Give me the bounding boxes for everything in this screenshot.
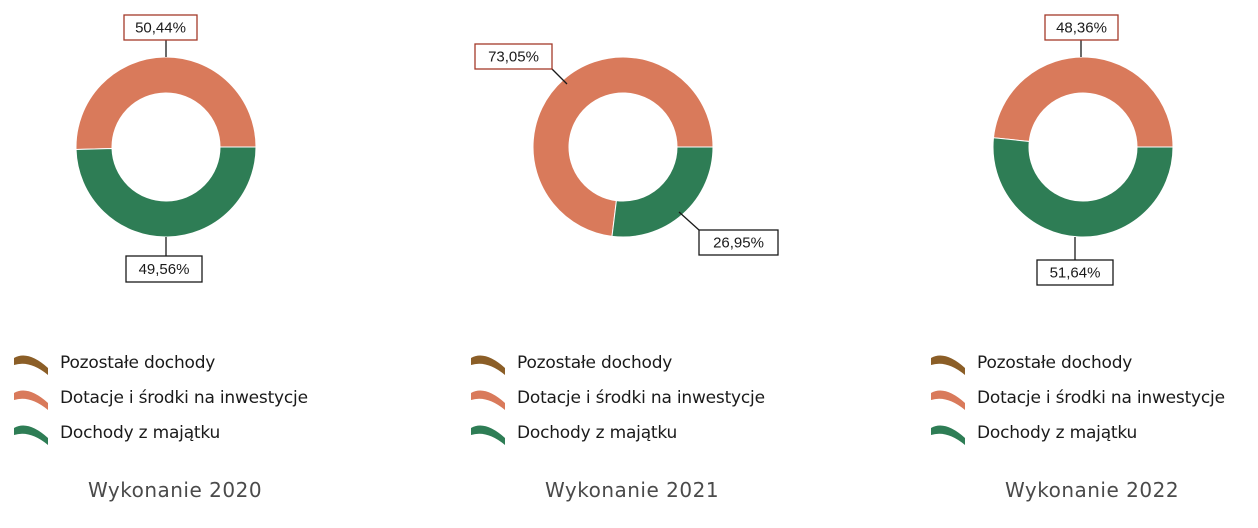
donut-slice-majatek <box>611 146 714 238</box>
donut-chart-2020: 50,44% 49,56% <box>75 14 257 283</box>
legend-label-pozostale: Pozostałe dochody <box>977 352 1133 373</box>
leader-line-dotacje <box>551 68 568 85</box>
data-label-box-majatek <box>125 255 203 283</box>
legend-label-dotacje: Dotacje i środki na inwestycje <box>60 387 308 408</box>
legend-item-pozostale: Pozostałe dochody <box>927 345 1258 380</box>
legend-swatch-pozostale <box>471 355 505 375</box>
legend-item-majatek: Dochody z majątku <box>927 415 1258 450</box>
data-label-box-majatek <box>698 229 779 256</box>
legend-label-pozostale: Pozostałe dochody <box>60 352 216 373</box>
data-label-box-dotacje <box>123 14 198 41</box>
legend-item-dotacje: Dotacje i środki na inwestycje <box>10 380 390 415</box>
legend-label-majatek: Dochody z majątku <box>517 422 678 443</box>
legend-label-pozostale: Pozostałe dochody <box>517 352 673 373</box>
data-label-majatek: 51,64% <box>1050 265 1101 282</box>
legend-swatch-arc-pozostale <box>14 355 48 375</box>
legend-swatch-dotacje <box>14 390 48 410</box>
donut-slice-dotacje <box>992 56 1174 148</box>
data-label-box-dotacje <box>474 43 553 70</box>
data-label-dotacje: 50,44% <box>135 20 186 37</box>
legend-swatch-arc-majatek <box>14 425 48 445</box>
donut-chart-2021: 73,05% 26,95% <box>474 43 779 256</box>
chart-panel-2022: 48,36% 51,64% Pozostałe dochody Dotacje i… <box>927 0 1258 528</box>
legend-swatch-majatek <box>471 425 505 445</box>
chart-title-2022: Wykonanie 2022 <box>1004 478 1180 502</box>
data-label-box-majatek <box>1036 259 1114 286</box>
legend-label-dotacje: Dotacje i środki na inwestycje <box>977 387 1225 408</box>
donut-slice-majatek <box>992 137 1174 238</box>
legend-swatch-arc-dotacje <box>471 390 505 410</box>
chart-panel-2020: 50,44% 49,56% Pozostałe dochody Dotacje i… <box>10 0 410 528</box>
legend-item-dotacje: Dotacje i środki na inwestycje <box>467 380 847 415</box>
data-label-majatek: 26,95% <box>713 235 764 252</box>
legend-2022: Pozostałe dochody Dotacje i środki na in… <box>927 345 1258 450</box>
legend-swatch-majatek <box>14 425 48 445</box>
donut-slice-dotacje <box>75 56 257 151</box>
legend-label-majatek: Dochody z majątku <box>977 422 1138 443</box>
legend-swatch-arc-dotacje <box>931 390 965 410</box>
data-label-dotacje: 48,36% <box>1056 20 1107 37</box>
donut-chart-2022: 48,36% 51,64% <box>992 14 1174 286</box>
legend-2020: Pozostałe dochody Dotacje i środki na in… <box>10 345 390 450</box>
legend-swatch-pozostale <box>931 355 965 375</box>
legend-2021: Pozostałe dochody Dotacje i środki na in… <box>467 345 847 450</box>
chart-title-2021: Wykonanie 2021 <box>544 478 720 502</box>
legend-swatch-arc-pozostale <box>471 355 505 375</box>
donut-slice-dotacje <box>532 56 714 237</box>
legend-item-pozostale: Pozostałe dochody <box>10 345 390 380</box>
data-label-majatek: 49,56% <box>139 261 190 278</box>
legend-swatch-arc-pozostale <box>931 355 965 375</box>
legend-item-majatek: Dochody z majątku <box>467 415 847 450</box>
data-label-box-dotacje <box>1044 14 1119 41</box>
legend-swatch-dotacje <box>931 390 965 410</box>
legend-swatch-dotacje <box>471 390 505 410</box>
legend-label-dotacje: Dotacje i środki na inwestycje <box>517 387 765 408</box>
legend-swatch-arc-majatek <box>471 425 505 445</box>
donut-slice-majatek <box>75 146 257 238</box>
leader-line-majatek <box>678 211 700 231</box>
legend-item-majatek: Dochody z majątku <box>10 415 390 450</box>
data-label-dotacje: 73,05% <box>488 49 539 66</box>
chart-title-2020: Wykonanie 2020 <box>87 478 263 502</box>
legend-label-majatek: Dochody z majątku <box>60 422 221 443</box>
legend-item-dotacje: Dotacje i środki na inwestycje <box>927 380 1258 415</box>
legend-swatch-pozostale <box>14 355 48 375</box>
legend-swatch-arc-majatek <box>931 425 965 445</box>
legend-item-pozostale: Pozostałe dochody <box>467 345 847 380</box>
chart-panel-2021: 73,05% 26,95% Pozostałe dochody Dotacje i… <box>467 0 867 528</box>
legend-swatch-arc-dotacje <box>14 390 48 410</box>
legend-swatch-majatek <box>931 425 965 445</box>
